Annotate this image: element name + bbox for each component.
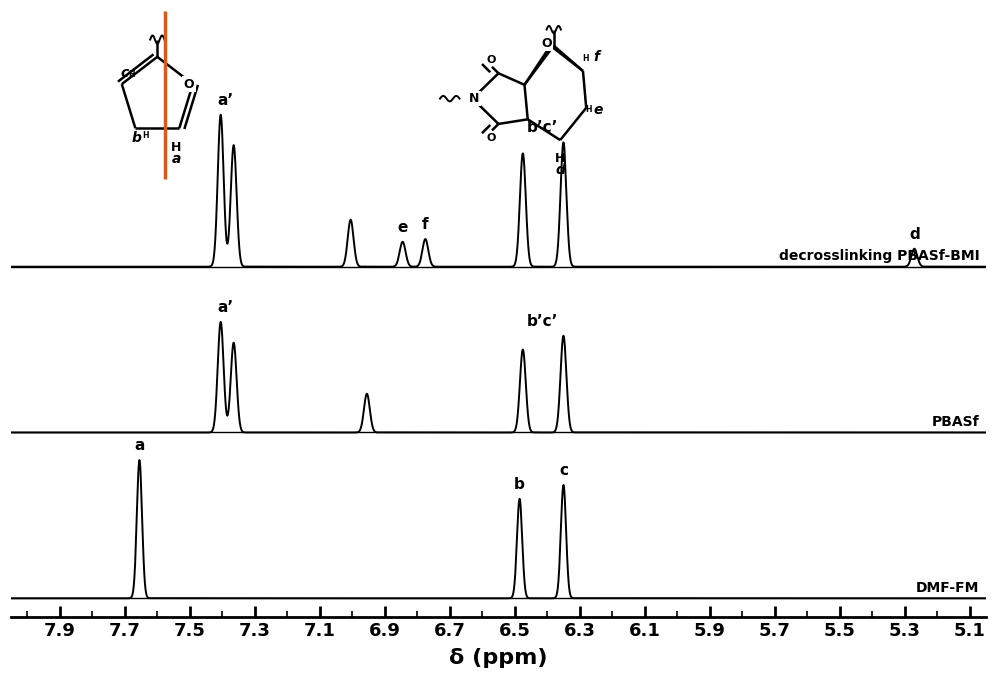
Text: decrosslinking PBASf-BMI: decrosslinking PBASf-BMI bbox=[779, 249, 979, 263]
Text: e: e bbox=[593, 103, 602, 117]
Text: $^{\mathbf{H}}$: $^{\mathbf{H}}$ bbox=[582, 54, 589, 64]
Text: N: N bbox=[469, 92, 480, 105]
Text: H: H bbox=[555, 151, 565, 164]
Text: d: d bbox=[909, 227, 920, 242]
X-axis label: δ (ppm): δ (ppm) bbox=[449, 648, 548, 668]
Text: d: d bbox=[555, 163, 565, 177]
Text: b’c’: b’c’ bbox=[527, 120, 558, 135]
Text: O: O bbox=[184, 77, 194, 90]
Text: a: a bbox=[134, 438, 145, 453]
Text: b: b bbox=[514, 477, 525, 492]
Text: a: a bbox=[171, 152, 181, 166]
Text: c: c bbox=[120, 65, 128, 79]
Text: a’: a’ bbox=[217, 300, 234, 315]
Text: f: f bbox=[422, 217, 429, 232]
Text: O: O bbox=[541, 37, 552, 50]
Text: e: e bbox=[397, 220, 408, 235]
Text: DMF-FM: DMF-FM bbox=[916, 581, 979, 595]
Text: H: H bbox=[171, 141, 181, 154]
Text: PBASf: PBASf bbox=[932, 415, 979, 429]
Text: $^{\mathbf{H}}$: $^{\mathbf{H}}$ bbox=[585, 105, 593, 115]
Text: a’: a’ bbox=[217, 93, 234, 108]
Text: b: b bbox=[132, 130, 142, 145]
Text: $^{\mathbf{H}}$: $^{\mathbf{H}}$ bbox=[142, 130, 150, 141]
Text: c: c bbox=[559, 463, 568, 478]
Text: O: O bbox=[487, 132, 496, 143]
Text: b’c’: b’c’ bbox=[527, 314, 558, 329]
Text: f: f bbox=[593, 50, 599, 64]
Text: $^{\mathbf{H}}$: $^{\mathbf{H}}$ bbox=[128, 69, 136, 79]
Text: O: O bbox=[487, 54, 496, 65]
